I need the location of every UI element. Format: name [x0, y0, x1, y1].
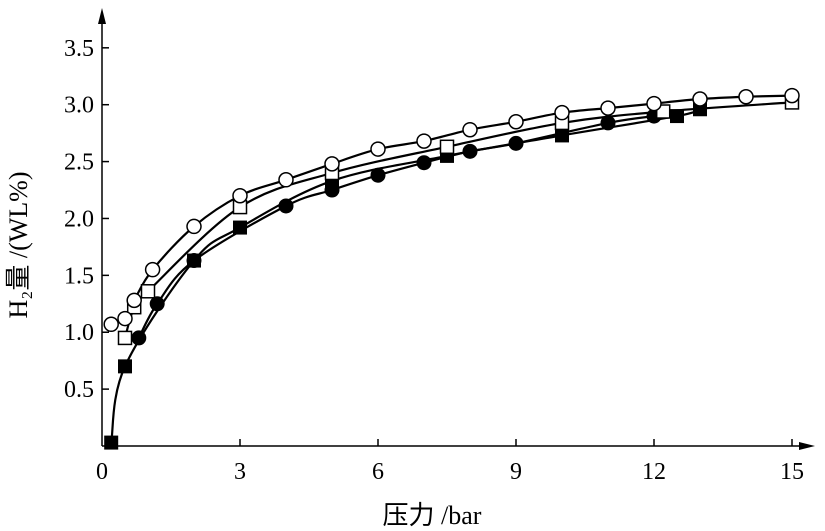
open-circle-marker: [554, 104, 570, 121]
open-circle-marker: [232, 187, 248, 204]
y-tick-label: 3.5: [64, 36, 94, 62]
axes: [98, 8, 815, 450]
y-tick-label: 2.5: [64, 150, 94, 176]
filled-circle-marker: [416, 155, 432, 171]
open-square-marker: [140, 284, 156, 299]
markers: [103, 87, 800, 450]
open-circle-marker: [144, 261, 161, 278]
filled-square-marker: [555, 128, 569, 143]
filled-circle-marker: [278, 198, 294, 214]
x-tick-label: 9: [510, 459, 522, 485]
x-axis-title: 压力 /bar: [383, 501, 482, 530]
series-line-open-square: [123, 101, 793, 339]
y-axis-arrow: [98, 8, 106, 24]
filled-square-marker: [670, 109, 684, 124]
y-tick-label: 2.0: [64, 206, 94, 232]
open-circle-marker: [692, 91, 708, 107]
series-line-filled-square: [110, 108, 701, 443]
filled-circle-marker: [600, 115, 616, 131]
filled-circle-marker: [149, 296, 165, 312]
open-circle-marker: [126, 292, 142, 309]
filled-circle-marker: [370, 167, 386, 183]
filled-circle-marker: [508, 135, 524, 151]
y-axis-title: H₂量 /(WL%): [4, 172, 33, 319]
open-circle-marker: [117, 310, 133, 327]
open-circle-marker: [508, 114, 524, 130]
open-circle-marker: [103, 316, 119, 333]
x-axis-arrow: [799, 442, 815, 450]
x-tick-label: 6: [372, 459, 384, 485]
filled-circle-marker: [131, 330, 147, 346]
y-tick-label: 0.5: [64, 377, 94, 403]
open-circle-marker: [600, 100, 616, 116]
y-tick-label: 1.0: [64, 320, 94, 346]
x-tick-label: 3: [234, 459, 246, 485]
open-circle-marker: [278, 172, 294, 188]
open-circle-marker: [462, 121, 478, 138]
open-circle-marker: [324, 156, 340, 172]
x-tick-label: 0: [96, 459, 108, 485]
y-tick-label: 3.0: [64, 93, 94, 119]
x-tick-label: 12: [642, 459, 666, 485]
open-square-marker: [117, 330, 133, 346]
open-circle-marker: [738, 88, 754, 105]
x-tick-label: 15: [780, 459, 804, 485]
filled-circle-marker: [462, 143, 478, 159]
filled-square-marker: [104, 435, 119, 450]
open-circle-marker: [646, 95, 662, 112]
tick-labels: 0 3 6 9 12 15 0.5 1.0 1.5 2.0 2.5 3.0 3.5: [64, 36, 804, 485]
filled-square-marker: [187, 253, 201, 268]
y-tick-label: 1.5: [64, 263, 94, 289]
open-circle-marker: [416, 133, 432, 149]
open-square-marker: [439, 139, 455, 155]
open-circle-marker: [370, 141, 386, 157]
filled-square-marker: [118, 359, 132, 374]
series-line-open-circle: [110, 94, 793, 326]
open-circle-marker: [784, 87, 800, 104]
open-circle-marker: [186, 218, 202, 235]
series-line-filled-circle: [137, 115, 655, 339]
filled-square-marker: [233, 220, 247, 235]
